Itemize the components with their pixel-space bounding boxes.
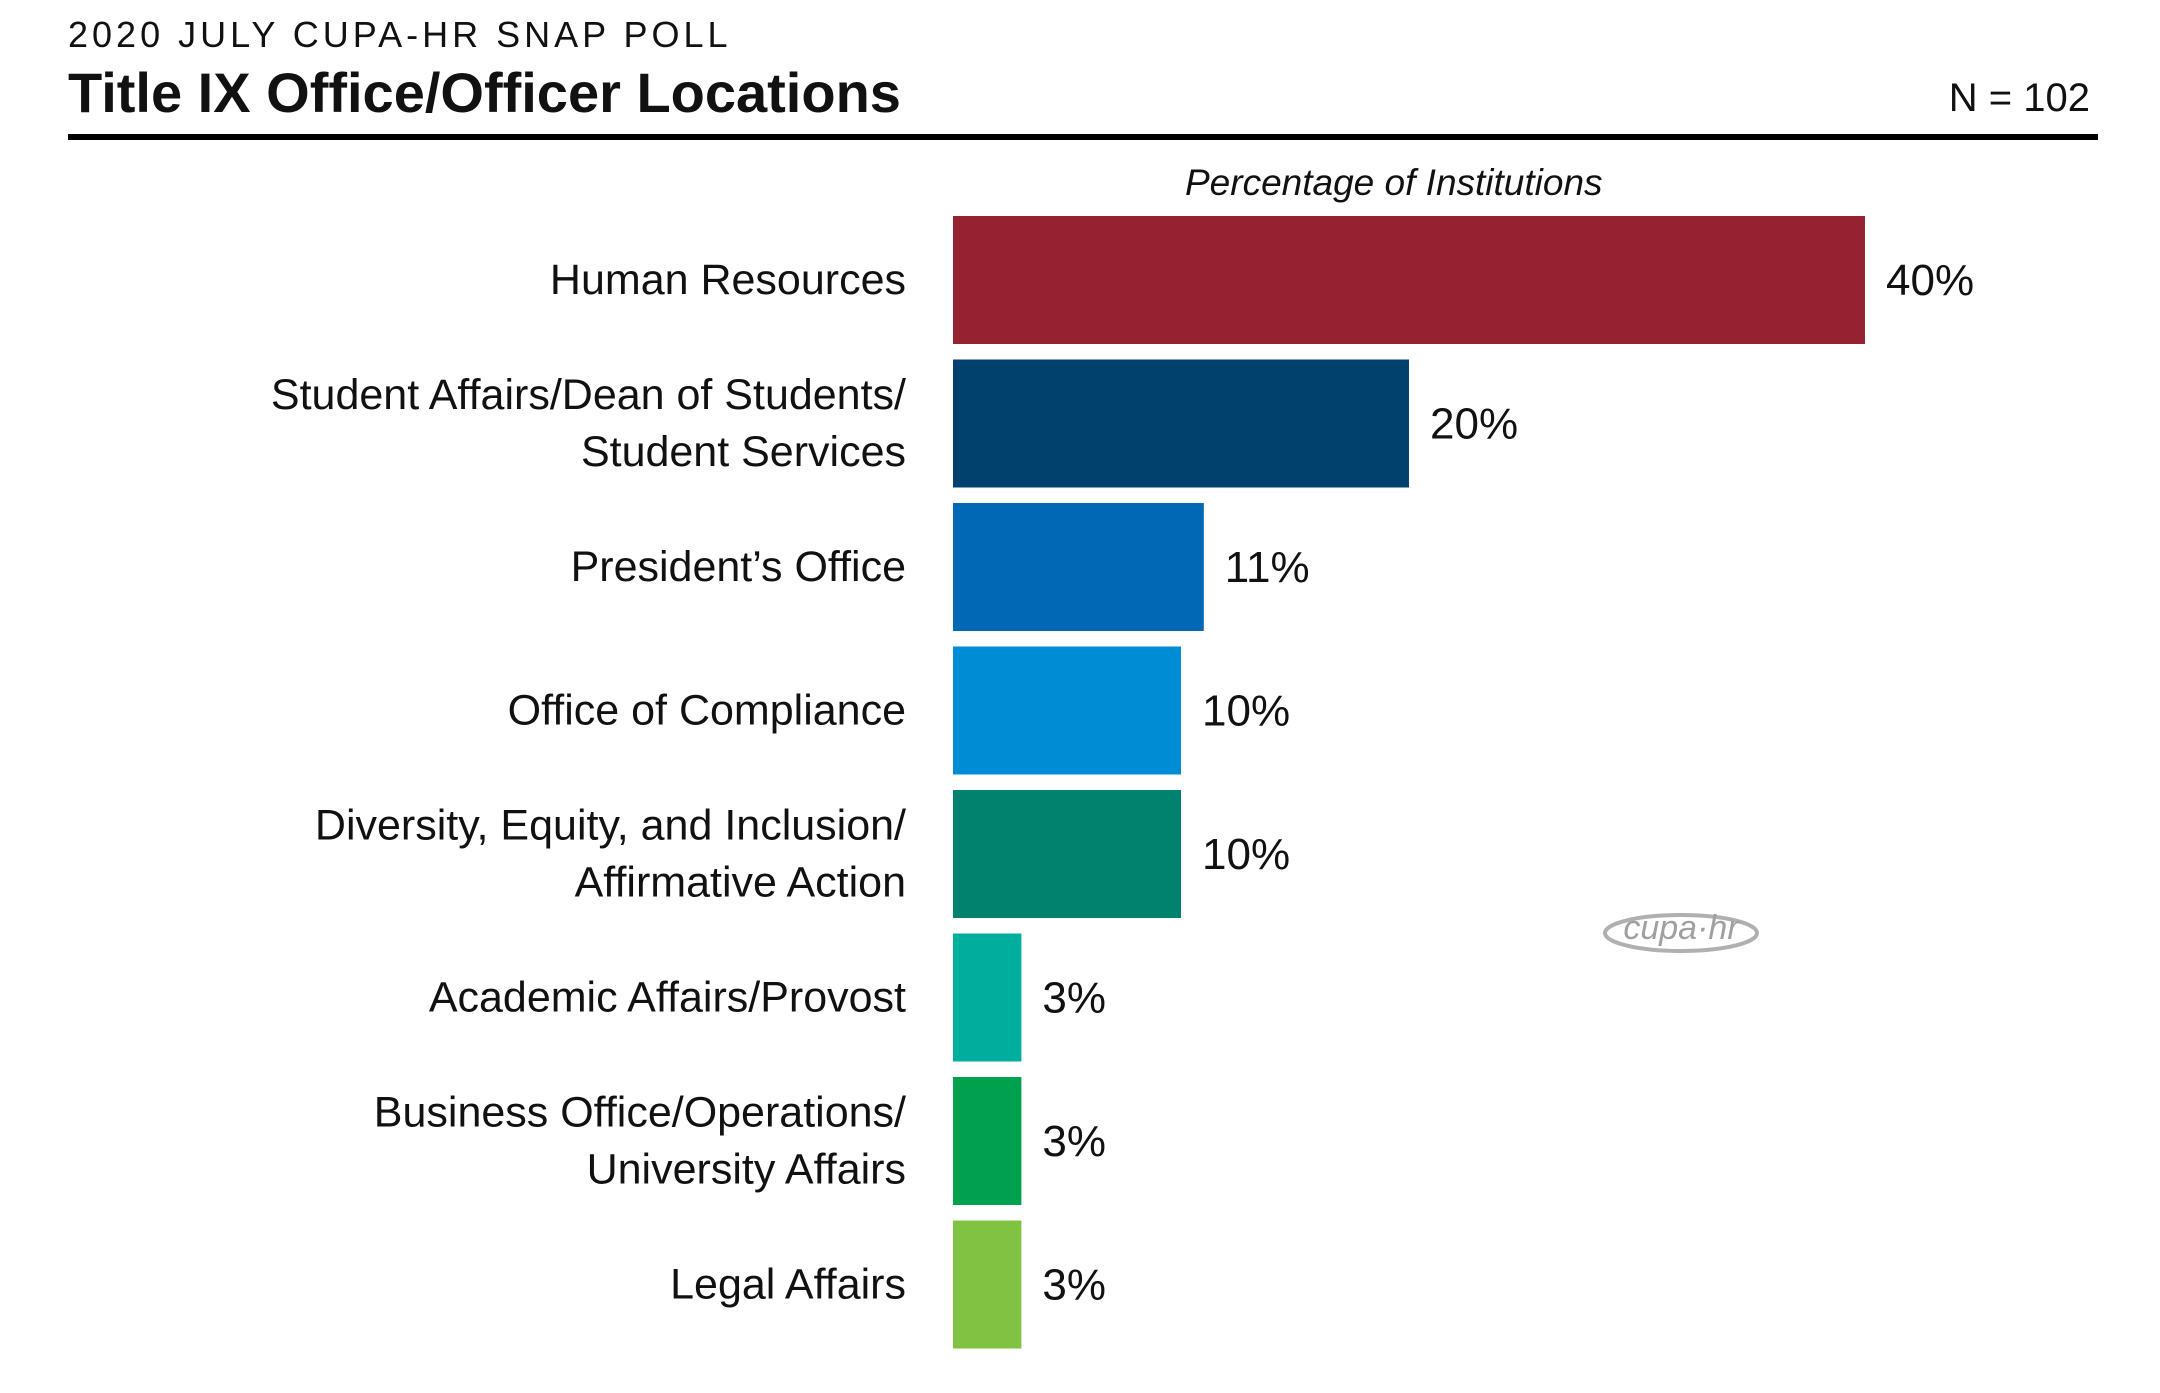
chart-title: Title IX Office/Officer Locations bbox=[68, 61, 901, 124]
category-label: Student Affairs/Dean of Students/ bbox=[271, 371, 906, 419]
value-label: 20% bbox=[1430, 400, 1518, 449]
cupa-hr-logo: cupa·hr bbox=[1603, 909, 1759, 953]
logo-text: cupa·hr bbox=[1623, 909, 1740, 947]
category-label: University Affairs bbox=[587, 1146, 906, 1194]
value-label: 10% bbox=[1202, 830, 1290, 879]
value-label: 40% bbox=[1886, 256, 1974, 305]
value-label: 11% bbox=[1225, 543, 1310, 592]
bar bbox=[953, 1220, 1022, 1349]
category-label: President’s Office bbox=[571, 543, 906, 591]
x-axis-title: Percentage of Institutions bbox=[1185, 162, 1603, 203]
chart-supertitle: 2020 JULY CUPA-HR SNAP POLL bbox=[68, 14, 732, 55]
bar bbox=[953, 790, 1181, 918]
category-label: Affirmative Action bbox=[575, 859, 906, 907]
title-underline bbox=[68, 134, 2098, 140]
category-label: Business Office/Operations/ bbox=[374, 1089, 906, 1137]
value-label: 3% bbox=[1042, 974, 1106, 1023]
category-label: Student Services bbox=[581, 428, 906, 476]
bar bbox=[953, 216, 1865, 344]
value-label: 3% bbox=[1042, 1261, 1106, 1310]
category-label: Office of Compliance bbox=[508, 687, 906, 735]
category-label: Academic Affairs/Provost bbox=[429, 974, 906, 1022]
value-label: 10% bbox=[1202, 687, 1290, 736]
category-label: Human Resources bbox=[550, 256, 906, 304]
bar bbox=[953, 359, 1409, 488]
bar bbox=[953, 933, 1022, 1062]
category-label: Diversity, Equity, and Inclusion/ bbox=[315, 802, 906, 850]
bar bbox=[953, 503, 1204, 631]
value-label: 3% bbox=[1042, 1117, 1106, 1166]
category-label: Legal Affairs bbox=[670, 1261, 906, 1309]
bar bbox=[953, 646, 1181, 775]
sample-size-label: N = 102 bbox=[1948, 76, 2090, 120]
bar bbox=[953, 1077, 1022, 1205]
